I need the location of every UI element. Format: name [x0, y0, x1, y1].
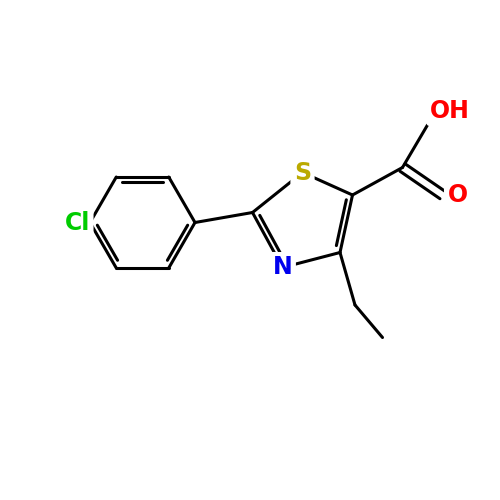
Text: O: O — [448, 183, 468, 207]
Text: Cl: Cl — [64, 210, 90, 234]
Text: S: S — [294, 160, 311, 184]
Text: N: N — [272, 256, 292, 280]
Text: OH: OH — [430, 98, 470, 122]
